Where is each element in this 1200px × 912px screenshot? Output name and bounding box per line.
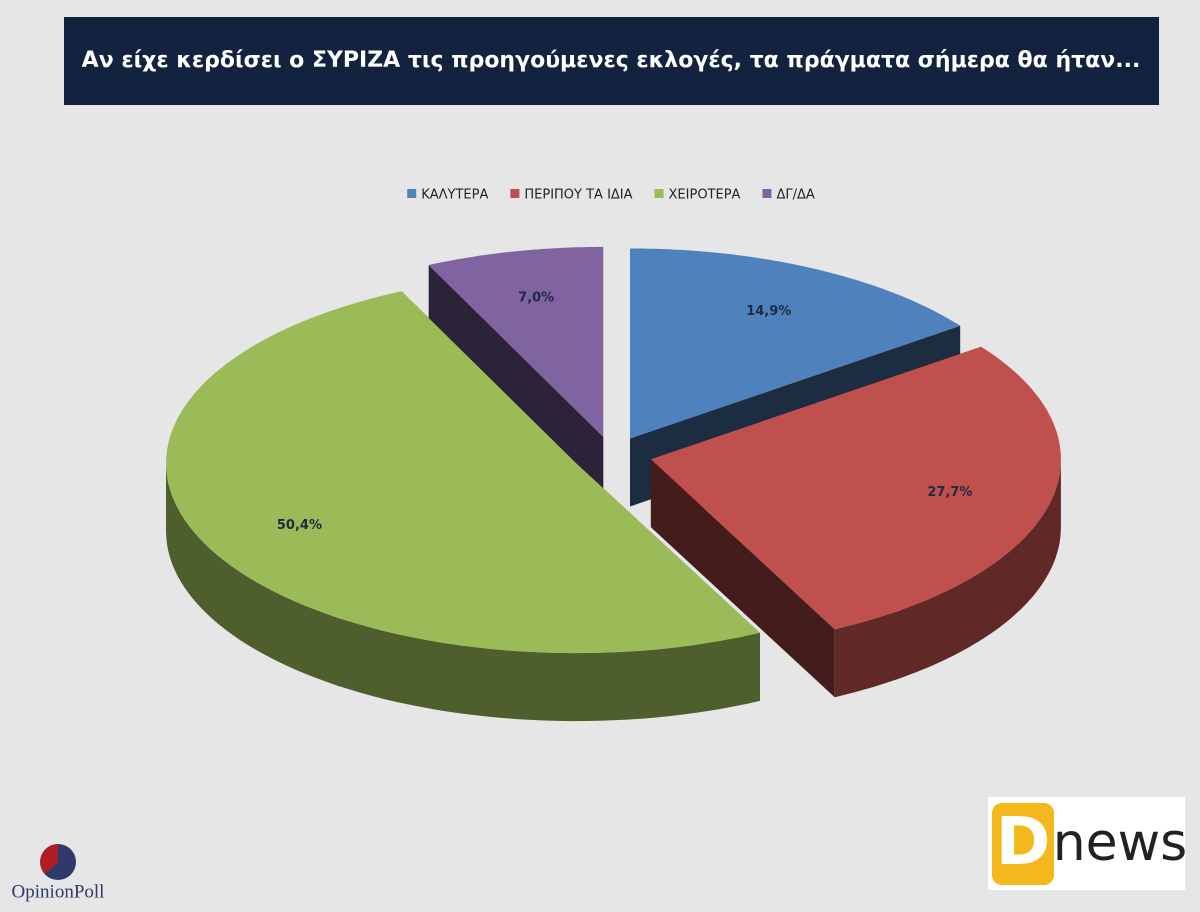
logo-text: OpinionPoll (12, 881, 105, 902)
legend-label: ΠΕΡΙΠΟΥ ΤΑ ΙΔΙΑ (524, 188, 632, 203)
legend-label: ΚΑΛΥΤΕΡΑ (421, 188, 488, 203)
logo-letter: D (996, 803, 1051, 880)
pie: 7,0% 14,9% 27,7% 50,4% (166, 246, 1061, 722)
slice-top (166, 291, 760, 654)
legend-swatch (654, 189, 664, 198)
dnews-logo: D news (988, 797, 1187, 890)
logo-word: news (1053, 813, 1188, 873)
legend-label: ΔΓ/ΔΑ (776, 188, 814, 203)
slice-side (650, 459, 835, 698)
legend-swatch (407, 189, 417, 198)
legend-swatch (762, 189, 772, 198)
slice-top (428, 246, 604, 437)
logo-badge (992, 803, 1054, 885)
data-label: 14,9% (746, 304, 791, 319)
chart-title: Αν είχε κερδίσει ο ΣΥΡΙΖΑ τις προηγούμεν… (82, 48, 1141, 73)
logo-circle-part (40, 844, 58, 874)
slice-rim (834, 459, 1061, 698)
slice: 7,0% (428, 246, 604, 505)
slice: 50,4% (166, 291, 760, 722)
legend-swatch (510, 189, 520, 198)
slice-top (630, 248, 961, 439)
opinion-poll-logo: OpinionPoll (12, 844, 105, 902)
legend-label: ΧΕΙΡΟΤΕΡΑ (669, 188, 741, 203)
slice-top (650, 346, 1061, 630)
data-label: 7,0% (518, 290, 554, 305)
title-bar (64, 17, 1159, 105)
slice-side (428, 265, 604, 505)
slice: 27,7% (650, 346, 1061, 698)
data-label: 50,4% (277, 518, 322, 533)
legend: ΚΑΛΥΤΕΡΑ ΠΕΡΙΠΟΥ ΤΑ ΙΔΙΑ ΧΕΙΡΟΤΕΡΑ ΔΓ/ΔΑ (407, 188, 815, 203)
slice-rim (166, 463, 760, 722)
data-label: 27,7% (927, 485, 972, 500)
